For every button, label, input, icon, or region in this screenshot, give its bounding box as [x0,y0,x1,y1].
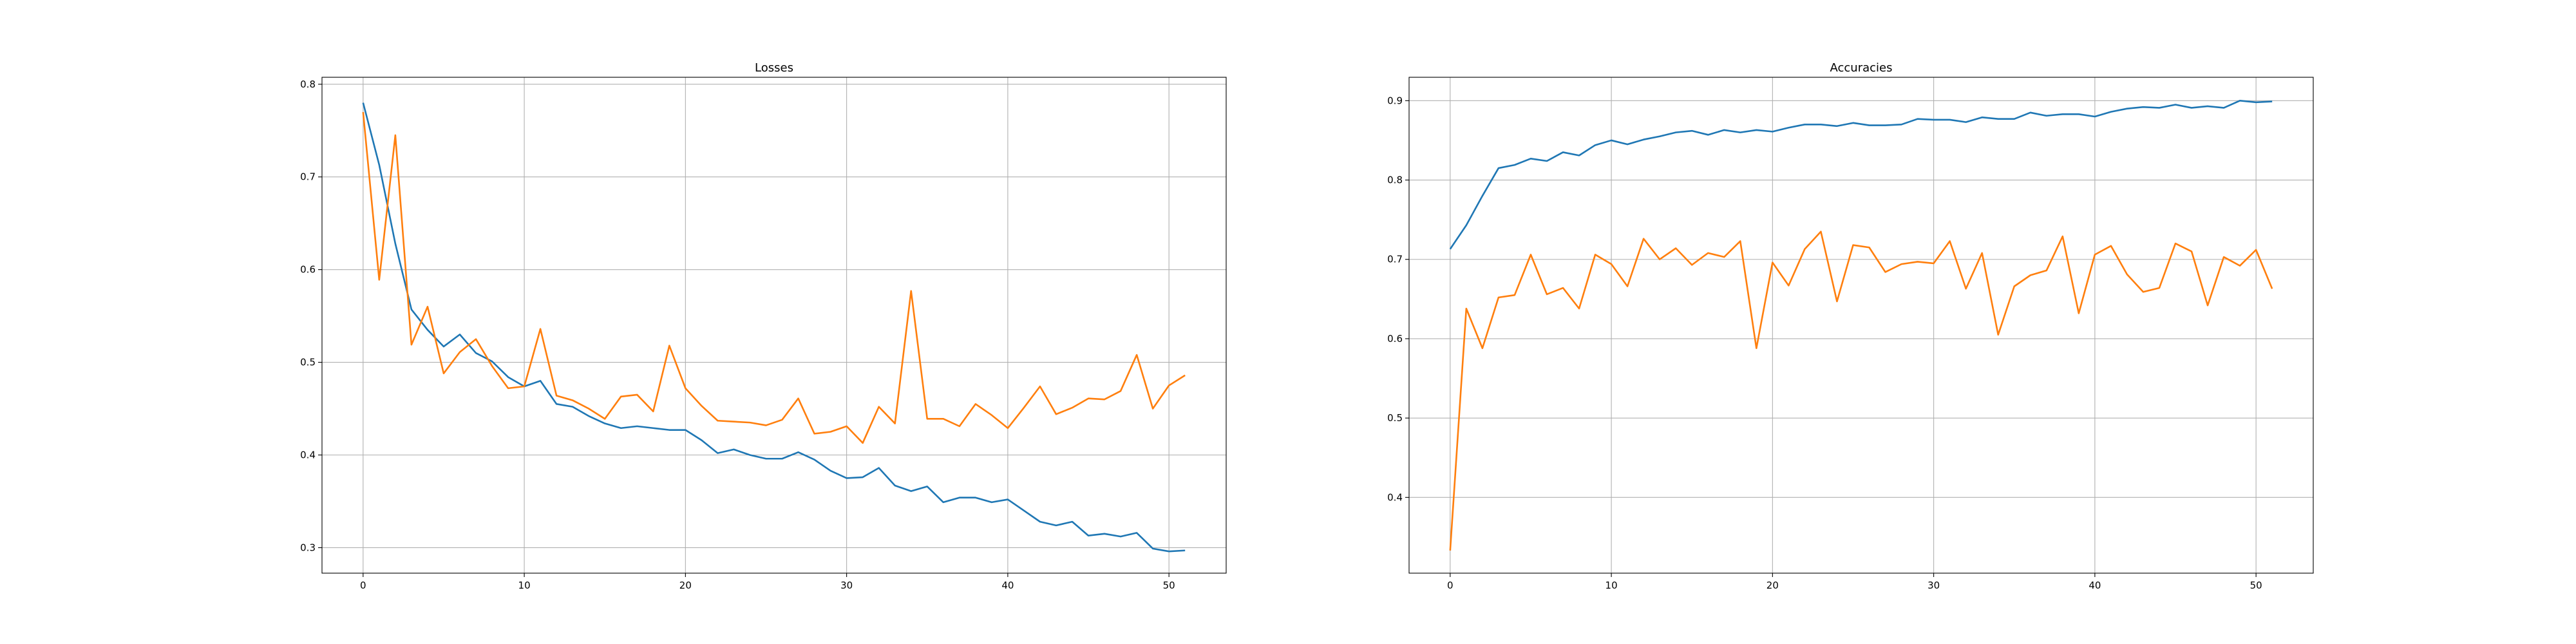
losses-x-tick-label: 30 [840,580,853,591]
accuracies-y-tick-label: 0.4 [1387,491,1403,503]
losses-y-tick-label: 0.3 [300,542,316,553]
losses-x-tick-label: 0 [360,580,366,591]
losses-axes-frame [321,77,1227,574]
losses-y-tick-label: 0.4 [300,449,316,460]
losses-x-tick-label: 50 [1163,580,1175,591]
losses-x-tick-label: 10 [518,580,531,591]
accuracies-y-tick-label: 0.5 [1387,412,1403,424]
losses-x-tick-label: 20 [679,580,692,591]
losses-y-tick-label: 0.6 [300,264,316,276]
losses-chart-title: Losses [755,61,793,75]
losses-y-tick-label: 0.8 [300,79,316,90]
accuracies-chart: Accuracies 0 10 20 30 40 50 0.4 0.5 0.6 0.7 0.8 0.9 [1387,61,2314,591]
accuracies-series-2-line [1449,231,2273,551]
accuracies-y-tick-label: 0.6 [1387,333,1403,345]
accuracies-x-tick-label: 30 [1927,580,1940,591]
accuracies-x-tick-label: 40 [2088,580,2101,591]
losses-y-tick-label: 0.5 [300,357,316,368]
accuracies-y-tick-label: 0.7 [1387,254,1403,265]
accuracies-series-1-line [1449,100,2273,250]
losses-series-2-line [362,111,1186,444]
losses-series-1-line [362,102,1186,553]
accuracies-axes-frame [1408,77,2314,574]
accuracies-x-tick-label: 20 [1766,580,1779,591]
accuracies-x-tick-label: 50 [2250,580,2262,591]
accuracies-x-tick-label: 10 [1605,580,1618,591]
accuracies-y-tick-label: 0.8 [1387,175,1403,186]
losses-x-tick-label: 40 [1001,580,1014,591]
accuracies-chart-title: Accuracies [1830,61,1893,75]
accuracies-x-tick-label: 0 [1447,580,1454,591]
losses-y-tick-label: 0.7 [300,171,316,183]
accuracies-y-tick-label: 0.9 [1387,95,1403,106]
losses-chart: Losses 0 10 20 30 40 50 0.3 0.4 0.5 0.6 0.7 0.8 [300,61,1227,591]
